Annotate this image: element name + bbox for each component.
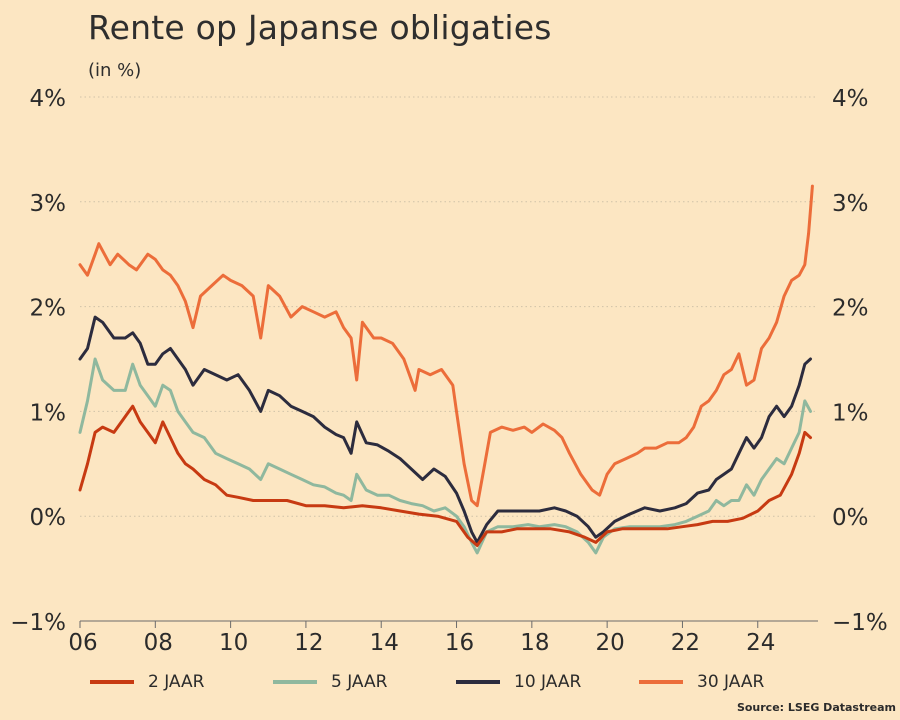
series-line-2-jaar <box>78 404 812 547</box>
y-tick-label-left: 1% <box>30 400 67 426</box>
y-tick-label-left: 0% <box>30 505 67 531</box>
y-tick-label-right: 1% <box>832 400 869 426</box>
y-tick-label-right: 4% <box>832 86 869 112</box>
legend-label-5y: 5 JAAR <box>331 672 388 692</box>
x-tick-label: 08 <box>144 630 173 656</box>
line-chart: −1% −1% 0% 0% 1% 1% 2% 2% 3% 3% 4% 4% 06 08 10 12 14 16 18… <box>10 86 888 656</box>
legend-label-10y: 10 JAAR <box>514 672 582 692</box>
x-tick-label: 20 <box>596 630 625 656</box>
y-tick-label-right: −1% <box>832 610 888 636</box>
legend-swatch-2y <box>90 680 134 684</box>
x-tick-label: 24 <box>746 630 775 656</box>
series-line-30-jaar <box>78 184 814 508</box>
legend-swatch-30y <box>639 680 683 684</box>
series-line-10-jaar <box>78 315 812 544</box>
legend-label-30y: 30 JAAR <box>697 672 765 692</box>
y-tick-label-left: 4% <box>30 86 67 112</box>
legend-item-2y: 2 JAAR <box>90 672 273 692</box>
chart-title: Rente op Japanse obligaties <box>88 8 552 47</box>
legend-item-10y: 10 JAAR <box>456 672 639 692</box>
x-tick-label: 12 <box>294 630 323 656</box>
x-tick-label: 22 <box>671 630 700 656</box>
legend-item-30y: 30 JAAR <box>639 672 799 692</box>
source-note: Source: LSEG Datastream <box>736 701 896 714</box>
x-tick-label: 10 <box>219 630 248 656</box>
x-tick-label: 18 <box>520 630 549 656</box>
x-tick-label: 06 <box>68 630 97 656</box>
chart-legend: 2 JAAR 5 JAAR 10 JAAR 30 JAAR <box>90 672 799 692</box>
legend-swatch-5y <box>273 680 317 684</box>
legend-item-5y: 5 JAAR <box>273 672 456 692</box>
y-tick-label-right: 2% <box>832 296 869 322</box>
x-tick-label: 16 <box>445 630 474 656</box>
y-tick-label-right: 3% <box>832 191 869 217</box>
y-tick-label-right: 0% <box>832 505 869 531</box>
legend-swatch-10y <box>456 680 500 684</box>
legend-label-2y: 2 JAAR <box>148 672 205 692</box>
x-tick-label: 14 <box>370 630 399 656</box>
y-tick-label-left: 2% <box>30 296 67 322</box>
chart-subtitle: (in %) <box>88 60 142 81</box>
y-tick-label-left: 3% <box>30 191 67 217</box>
y-tick-label-left: −1% <box>10 610 66 636</box>
series-line-5-jaar <box>78 357 812 555</box>
